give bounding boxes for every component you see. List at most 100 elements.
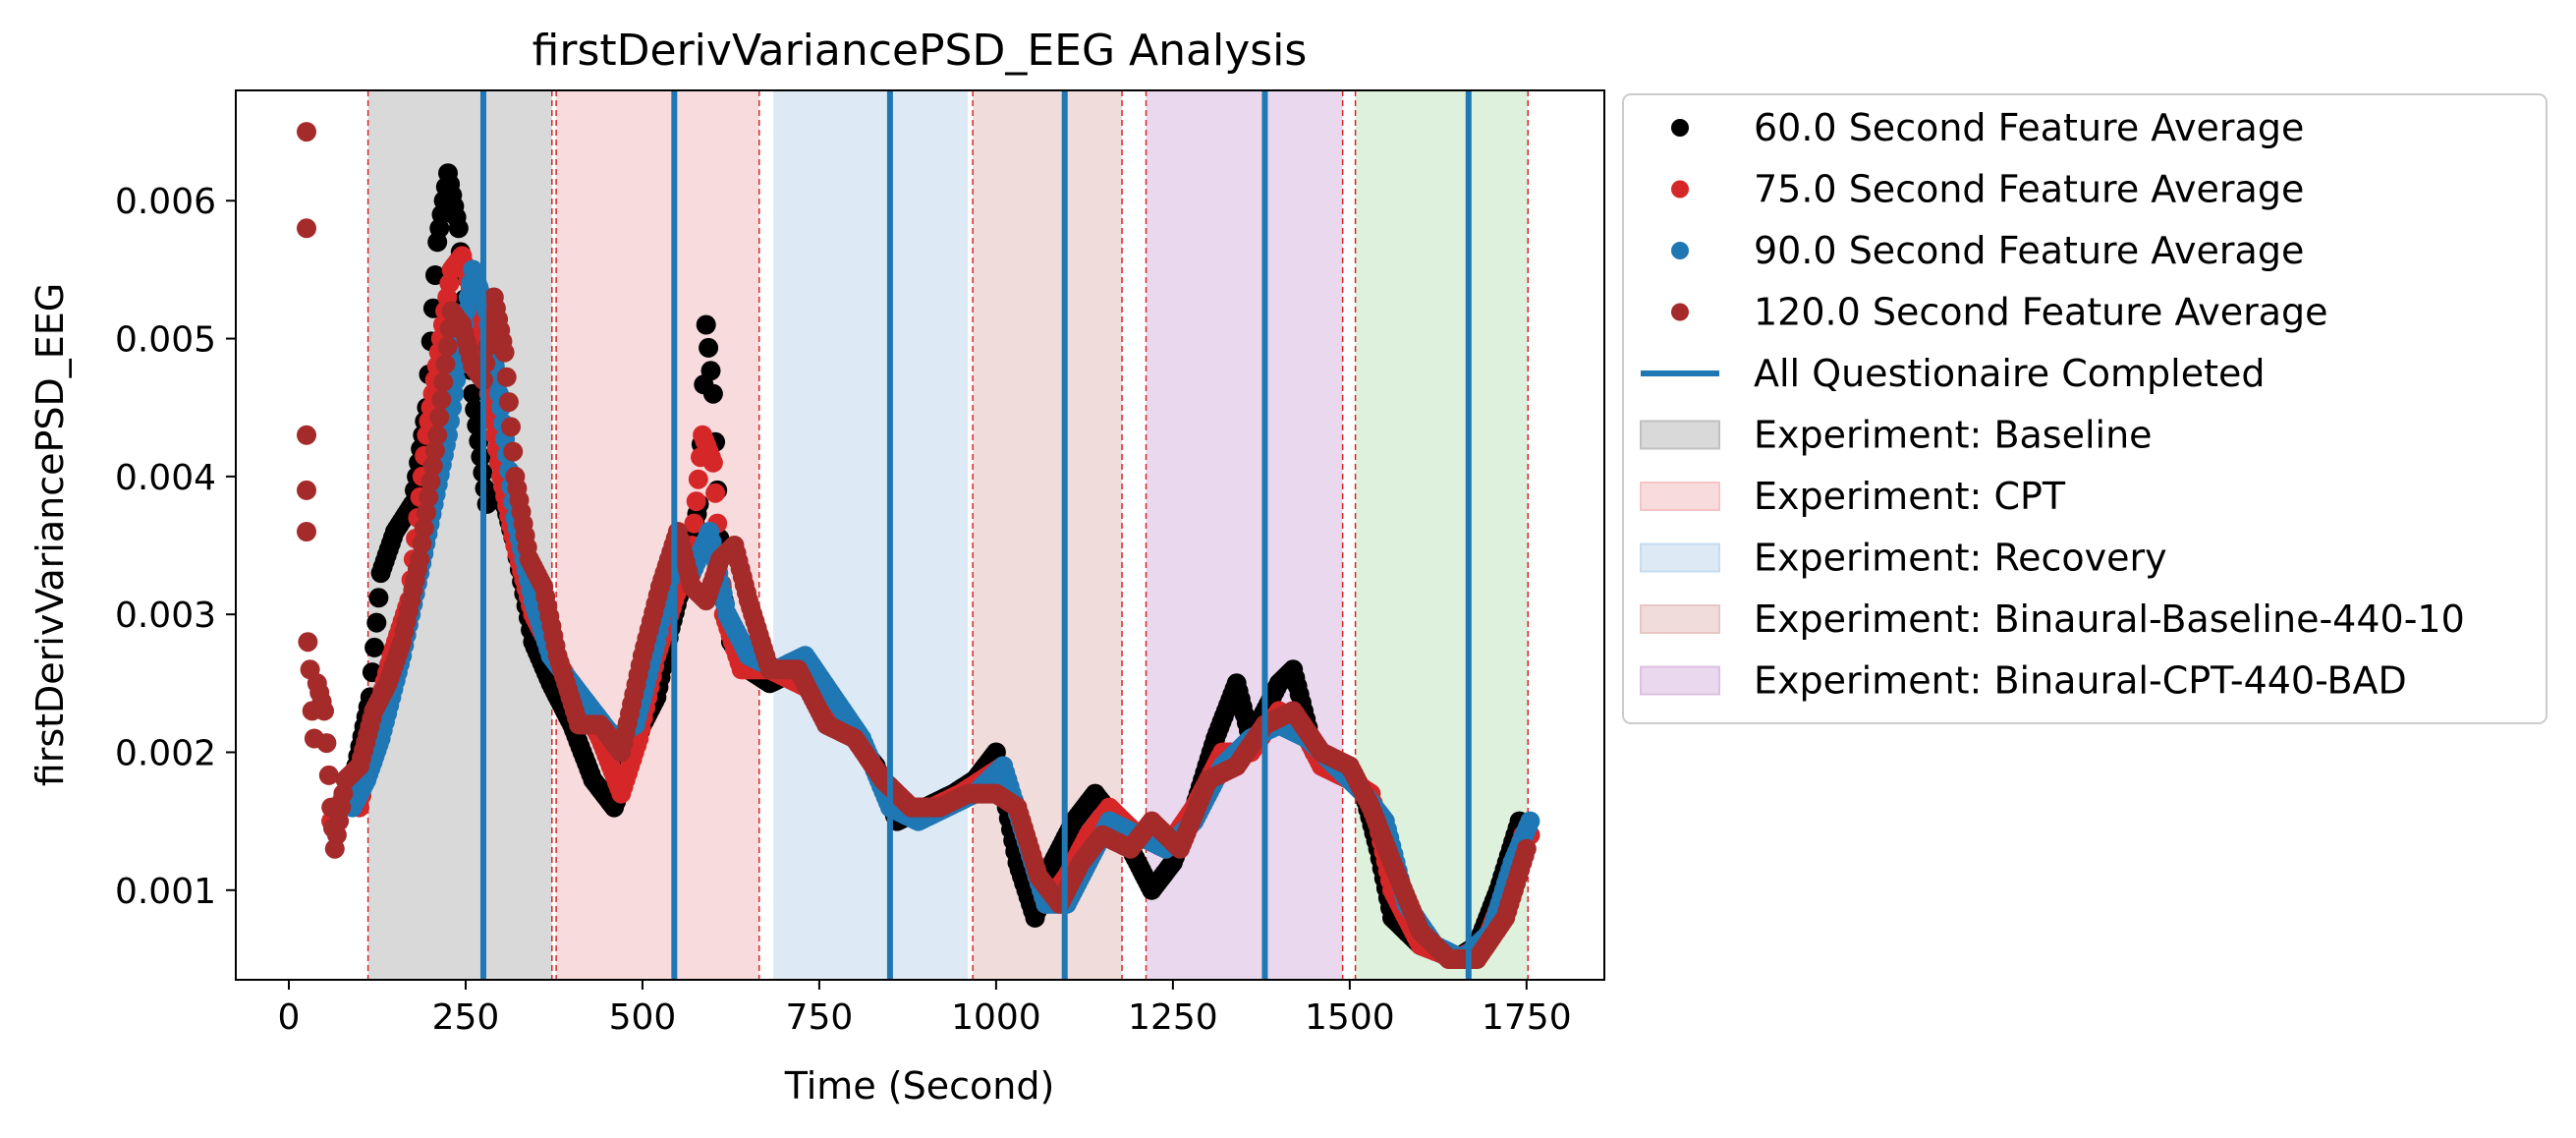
series-3-point-61 [416, 502, 436, 523]
series-3-point-3 [297, 480, 316, 500]
series-3-point-59 [412, 534, 432, 554]
legend-frame [1622, 93, 2548, 724]
series-3-point-99 [496, 367, 517, 387]
legend-patch-7 [1640, 542, 1720, 573]
series-1-point-180 [702, 452, 723, 473]
x-tick-label-7: 1750 [1482, 997, 1572, 1038]
series-3-point-58 [410, 549, 430, 570]
legend-item-4: All Questionaire Completed [1641, 352, 2266, 395]
series-3-point-1 [297, 218, 316, 239]
series-0-point-180 [696, 314, 716, 335]
series-0-point-181 [699, 337, 719, 358]
series-1-point-171 [684, 513, 704, 534]
series-3-point-0 [297, 122, 316, 142]
legend-marker-3 [1671, 303, 1689, 321]
legend-label-2: 90.0 Second Feature Average [1754, 229, 2304, 272]
legend-item-0: 60.0 Second Feature Average [1671, 106, 2304, 149]
series-0-point-61 [448, 218, 469, 239]
legend-patch-8 [1640, 604, 1720, 634]
boundary-lines [366, 90, 1530, 980]
x-tick-label-3: 750 [786, 997, 854, 1038]
y-tick-label-5: 0.006 [115, 182, 216, 222]
series-3-point-575 [1516, 838, 1537, 859]
y-axis-ticks: 0.001 0.002 0.003 0.004 0.005 0.006 [115, 182, 236, 912]
series-3-point-13 [316, 733, 337, 754]
series-0-point-22 [366, 612, 387, 633]
legend-label-7: Experiment: Recovery [1754, 537, 2167, 580]
series-0-point-183 [702, 383, 723, 404]
series-3-point-66 [427, 425, 448, 445]
y-tick-label-3: 0.004 [115, 458, 216, 498]
legend-label-5: Experiment: Baseline [1754, 414, 2153, 457]
legend-item-2: 90.0 Second Feature Average [1671, 229, 2304, 272]
legend-item-6: Experiment: CPT [1640, 475, 2066, 518]
legend-marker-2 [1671, 242, 1689, 259]
plot-frame [235, 89, 1605, 981]
legend-item-5: Experiment: Baseline [1640, 414, 2153, 457]
series-0-point-23 [368, 588, 389, 608]
legend-item-9: Experiment: Binaural-CPT-440-BAD [1640, 659, 2407, 703]
y-tick-label-0: 0.001 [115, 872, 216, 912]
series-3-point-5 [298, 632, 318, 653]
legend-item-7: Experiment: Recovery [1640, 537, 2167, 580]
series-3-point-2 [297, 425, 316, 445]
series-3-point-68 [431, 389, 452, 410]
legend-item-3: 120.0 Second Feature Average [1671, 291, 2328, 334]
series-3-point-60 [414, 518, 434, 539]
series-3-point-64 [422, 456, 443, 477]
legend-label-9: Experiment: Binaural-CPT-440-BAD [1754, 659, 2407, 703]
series-0-point-69 [465, 399, 485, 420]
legend-marker-1 [1671, 180, 1689, 199]
legend: 60.0 Second Feature Average 75.0 Second F… [1622, 93, 2548, 724]
legend-label-0: 60.0 Second Feature Average [1754, 106, 2304, 149]
legend-label-1: 75.0 Second Feature Average [1754, 168, 2304, 211]
series-3-point-102 [503, 441, 524, 462]
series-3-point-62 [419, 486, 439, 507]
x-tick-label-4: 1000 [951, 997, 1041, 1038]
series-3-point-4 [297, 522, 316, 541]
series-0-point-182 [700, 361, 721, 381]
data-series [297, 122, 1540, 969]
series-1-point-181 [705, 483, 726, 503]
series-3-point-12 [314, 701, 334, 721]
series-0-point-68 [463, 383, 483, 404]
legend-items: 60.0 Second Feature Average 75.0 Second F… [1640, 106, 2465, 703]
series-3-point-98 [494, 342, 515, 363]
legend-item-8: Experiment: Binaural-Baseline-440-10 [1640, 597, 2465, 641]
legend-marker-0 [1671, 119, 1689, 137]
y-tick-label-4: 0.005 [115, 320, 216, 361]
series-3-point-101 [501, 417, 521, 437]
x-tick-label-2: 500 [609, 997, 677, 1038]
y-tick-label-2: 0.003 [115, 596, 216, 636]
x-tick-label-6: 1500 [1305, 997, 1395, 1038]
y-tick-label-1: 0.002 [115, 733, 216, 773]
x-tick-label-5: 1250 [1128, 997, 1218, 1038]
legend-label-4: All Questionaire Completed [1754, 352, 2266, 395]
legend-label-6: Experiment: CPT [1754, 475, 2066, 518]
x-axis-title: Time (Second) [784, 1064, 1055, 1108]
series-3-point-67 [429, 407, 450, 427]
series-3 [297, 122, 1537, 969]
legend-label-3: 120.0 Second Feature Average [1754, 291, 2328, 334]
series-3-point-100 [498, 392, 519, 413]
x-axis-ticks: 0 250 500 750 1000 1250 1500 1750 [278, 980, 1572, 1038]
series-3-point-65 [424, 440, 445, 461]
series-1-point-173 [688, 469, 708, 489]
x-tick-label-0: 0 [278, 997, 301, 1038]
series-3-point-69 [433, 371, 454, 392]
series-3-point-71 [437, 336, 458, 357]
experiment-region-2 [773, 90, 969, 980]
legend-patch-6 [1640, 482, 1720, 511]
series-3-point-70 [435, 354, 456, 374]
chart-title: firstDerivVariancePSD_EEG Analysis [532, 26, 1308, 76]
questionnaire-lines [479, 90, 1472, 980]
legend-item-1: 75.0 Second Feature Average [1671, 168, 2304, 211]
x-tick-label-1: 250 [432, 997, 500, 1038]
series-3-point-14 [318, 765, 339, 785]
legend-patch-5 [1640, 420, 1720, 450]
legend-label-8: Experiment: Binaural-Baseline-440-10 [1754, 597, 2465, 641]
legend-patch-9 [1640, 665, 1720, 696]
y-axis-title: firstDerivVariancePSD_EEG [28, 283, 72, 786]
series-3-point-63 [420, 472, 441, 492]
